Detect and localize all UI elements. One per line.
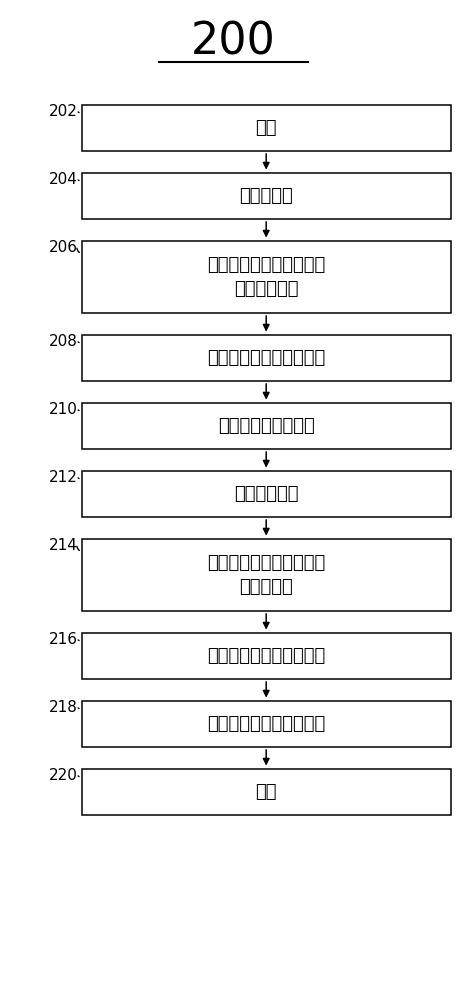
Text: 220: 220 — [49, 768, 78, 783]
Bar — [82, 701, 451, 747]
Text: 212: 212 — [49, 470, 78, 485]
Text: 202: 202 — [49, 104, 78, 119]
Bar — [82, 173, 451, 219]
Text: 218: 218 — [49, 700, 78, 715]
Text: 结束: 结束 — [255, 783, 277, 801]
Bar — [82, 633, 451, 679]
Bar — [82, 241, 451, 313]
Bar — [82, 105, 451, 151]
Text: 开始: 开始 — [255, 119, 277, 137]
Text: 形成第二纤维增强树脂层: 形成第二纤维增强树脂层 — [207, 647, 325, 665]
Text: 210: 210 — [49, 402, 78, 417]
Text: 布置环状电极: 布置环状电极 — [234, 485, 298, 503]
Text: 214: 214 — [49, 538, 78, 553]
Text: 204: 204 — [49, 172, 78, 187]
Text: 加工第二纤维增强树脂层: 加工第二纤维增强树脂层 — [207, 715, 325, 733]
Bar — [82, 769, 451, 815]
Bar — [82, 335, 451, 381]
Text: 提供支撑体: 提供支撑体 — [239, 187, 293, 205]
Text: 布置一个或多个导线: 布置一个或多个导线 — [218, 417, 315, 435]
Text: 208: 208 — [49, 334, 78, 349]
Text: 216: 216 — [49, 632, 78, 647]
Bar — [82, 471, 451, 517]
Text: 将一个或多个导线电连接
到环状电极: 将一个或多个导线电连接 到环状电极 — [207, 554, 325, 596]
Bar — [82, 403, 451, 449]
Text: 206: 206 — [49, 240, 78, 255]
Bar — [82, 539, 451, 611]
Text: 200: 200 — [191, 20, 276, 64]
Text: 在所述支撑体的径向外表
面布置绝缘层: 在所述支撑体的径向外表 面布置绝缘层 — [207, 256, 325, 298]
Text: 形成第一纤维增强树脂层: 形成第一纤维增强树脂层 — [207, 349, 325, 367]
